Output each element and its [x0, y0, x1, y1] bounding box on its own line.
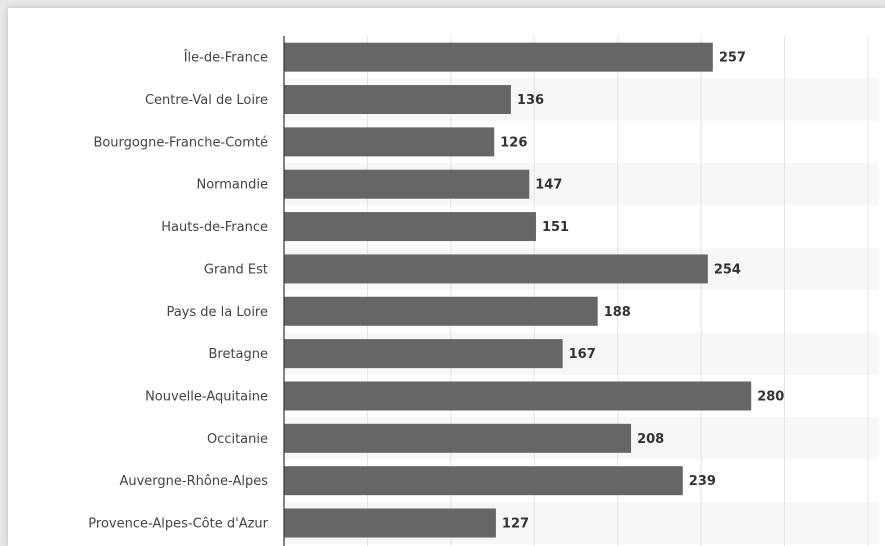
data-label: 167 — [569, 347, 596, 362]
data-label: 188 — [604, 305, 631, 320]
category-label: Hauts-de-France — [161, 220, 268, 235]
category-label: Bourgogne-Franche-Comté — [93, 135, 268, 150]
bar — [284, 212, 536, 242]
bar — [284, 339, 563, 369]
bar — [284, 85, 511, 115]
data-label: 126 — [500, 135, 527, 150]
category-label: Centre-Val de Loire — [145, 93, 268, 108]
bar-chart: Île-de-France Centre-Val de Loire Bourgogn… — [88, 36, 878, 546]
bar — [284, 254, 708, 284]
bar — [284, 42, 713, 72]
category-label: Normandie — [196, 178, 268, 193]
category-label: Auvergne-Rhône-Alpes — [119, 474, 268, 489]
data-label: 257 — [719, 51, 746, 66]
bar — [284, 127, 495, 157]
bar — [284, 466, 683, 496]
category-label: Grand Est — [204, 262, 268, 277]
data-label: 147 — [535, 178, 562, 193]
bar — [284, 381, 752, 411]
category-label: Provence-Alpes-Côte d'Azur — [88, 517, 268, 532]
data-label: 151 — [542, 220, 569, 235]
data-label: 239 — [689, 474, 716, 489]
bar — [284, 508, 496, 538]
category-label: Occitanie — [207, 432, 268, 447]
bar — [284, 423, 632, 453]
data-label: 136 — [517, 93, 544, 108]
category-label: Île-de-France — [183, 50, 268, 66]
chart-frame: Île-de-France Centre-Val de Loire Bourgogn… — [8, 8, 885, 546]
category-label: Bretagne — [208, 347, 268, 362]
data-label: 127 — [502, 517, 529, 532]
data-label: 280 — [757, 389, 784, 404]
data-label: 208 — [637, 432, 664, 447]
category-label: Pays de la Loire — [166, 305, 268, 320]
bar — [284, 169, 530, 199]
category-label: Nouvelle-Aquitaine — [145, 389, 268, 404]
bar — [284, 296, 598, 326]
data-label: 254 — [714, 262, 741, 277]
